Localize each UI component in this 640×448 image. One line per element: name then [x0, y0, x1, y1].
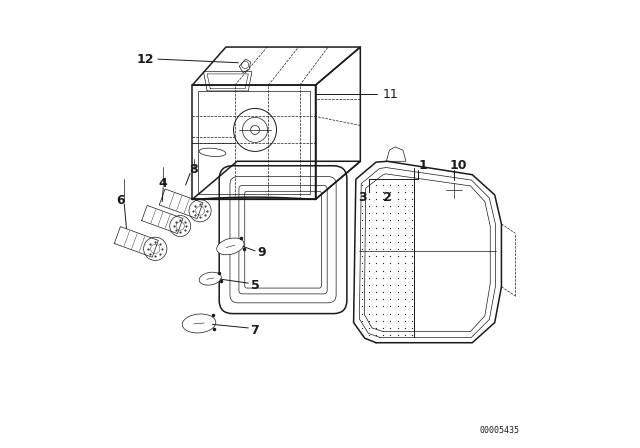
Text: 10: 10 — [450, 159, 467, 172]
Text: 8: 8 — [189, 163, 198, 176]
Polygon shape — [192, 47, 360, 85]
Text: 6: 6 — [116, 194, 125, 207]
Circle shape — [445, 181, 464, 200]
FancyBboxPatch shape — [220, 166, 347, 314]
Polygon shape — [387, 147, 406, 161]
Ellipse shape — [199, 148, 226, 156]
Polygon shape — [353, 161, 502, 343]
Text: 11: 11 — [383, 87, 399, 101]
Polygon shape — [192, 85, 316, 199]
Text: 7: 7 — [251, 324, 259, 337]
Polygon shape — [159, 189, 203, 219]
Polygon shape — [141, 206, 183, 233]
Text: 12: 12 — [137, 52, 154, 66]
Polygon shape — [316, 47, 360, 199]
Text: 2: 2 — [383, 190, 392, 204]
Text: 9: 9 — [257, 246, 266, 259]
Ellipse shape — [199, 272, 221, 285]
Text: 00005435: 00005435 — [479, 426, 519, 435]
Circle shape — [234, 108, 276, 151]
Text: 5: 5 — [251, 279, 259, 293]
Text: 4: 4 — [159, 177, 168, 190]
Text: 1: 1 — [419, 159, 428, 172]
Polygon shape — [115, 227, 158, 257]
Circle shape — [170, 215, 191, 237]
Circle shape — [143, 237, 167, 260]
Text: 3: 3 — [358, 190, 367, 204]
Circle shape — [189, 200, 211, 222]
Polygon shape — [204, 72, 252, 91]
Polygon shape — [192, 161, 360, 199]
Ellipse shape — [182, 314, 216, 333]
Ellipse shape — [217, 238, 244, 255]
